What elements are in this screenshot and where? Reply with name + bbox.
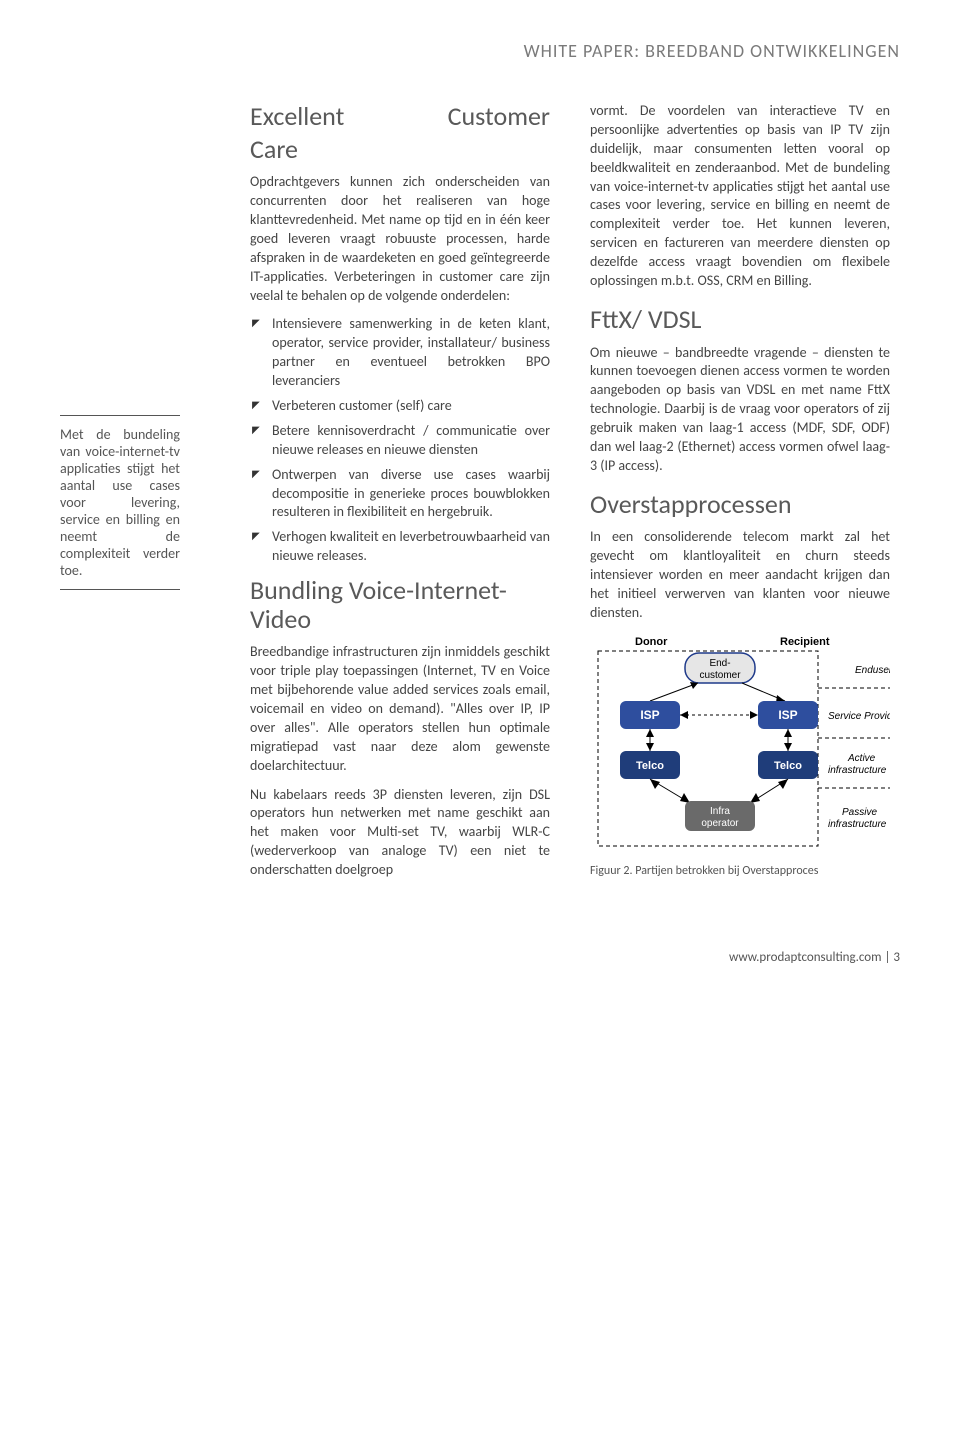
- page-header: WHITE PAPER: BREEDBAND ONTWIKKELINGEN: [60, 40, 900, 62]
- paragraph: Opdrachtgevers kunnen zich onderscheiden…: [250, 173, 550, 305]
- page-footer: www.prodaptconsulting.com | 3: [60, 950, 900, 965]
- svg-text:End-: End-: [709, 658, 730, 669]
- svg-text:infrastructure: infrastructure: [828, 819, 887, 830]
- column-right: vormt. De voordelen van interactieve TV …: [590, 102, 890, 890]
- heading-excellent-customer-care: Excellent Customer: [250, 102, 550, 131]
- svg-text:customer: customer: [699, 670, 741, 681]
- svg-text:operator: operator: [701, 818, 739, 829]
- label-donor: Donor: [635, 636, 668, 648]
- sidebar-callout: Met de bundeling van voice-internet-tv a…: [60, 415, 180, 590]
- label-enduser: Enduser: [855, 665, 890, 676]
- column-middle: Excellent Customer Care Opdrachtgevers k…: [250, 102, 550, 890]
- heading-overstapprocessen: Overstapprocessen: [590, 490, 890, 519]
- label-telco-left: Telco: [636, 760, 664, 772]
- label-isp-left: ISP: [640, 708, 659, 722]
- heading-part: Customer: [448, 102, 550, 131]
- label-recipient: Recipient: [780, 636, 830, 648]
- heading-part: Excellent: [250, 102, 344, 131]
- figure-overstapproces: Donor Recipient End- customer Enduser: [590, 633, 890, 879]
- figure-caption: Figuur 2. Partijen betrokken bij Oversta…: [590, 863, 890, 879]
- svg-text:Active: Active: [847, 753, 876, 764]
- bullet-item: Verbeteren customer (self) care: [250, 397, 550, 416]
- heading-fttx-vdsl: FttX/ VDSL: [590, 305, 890, 334]
- label-telco-right: Telco: [774, 760, 802, 772]
- heading-bundling: Bundling Voice-Internet- Video: [250, 576, 550, 633]
- label-serviceprovider: Service Provider: [828, 711, 890, 722]
- svg-text:Infra: Infra: [710, 806, 730, 817]
- paragraph: Breedbandige infrastructuren zijn inmidd…: [250, 643, 550, 775]
- paragraph: Nu kabelaars reeds 3P diensten leveren, …: [250, 786, 550, 880]
- paragraph: vormt. De voordelen van interactieve TV …: [590, 102, 890, 291]
- bullet-item: Ontwerpen van diverse use cases waarbij …: [250, 466, 550, 523]
- paragraph: Om nieuwe – bandbreedte vragende – diens…: [590, 344, 890, 476]
- bullet-item: Intensievere samenwerking in de keten kl…: [250, 315, 550, 391]
- svg-text:infrastructure: infrastructure: [828, 765, 887, 776]
- paragraph: In een consoliderende telecom markt zal …: [590, 528, 890, 622]
- sidebar-column: Met de bundeling van voice-internet-tv a…: [60, 102, 210, 890]
- bullet-list: Intensievere samenwerking in de keten kl…: [250, 315, 550, 566]
- bullet-item: Betere kennisoverdracht / communicatie o…: [250, 422, 550, 460]
- label-isp-right: ISP: [778, 708, 797, 722]
- heading-care: Care: [250, 135, 550, 164]
- bullet-item: Verhogen kwaliteit en leverbetrouwbaarhe…: [250, 528, 550, 566]
- diagram-svg: Donor Recipient End- customer Enduser: [590, 633, 890, 853]
- svg-text:Passive: Passive: [842, 807, 877, 818]
